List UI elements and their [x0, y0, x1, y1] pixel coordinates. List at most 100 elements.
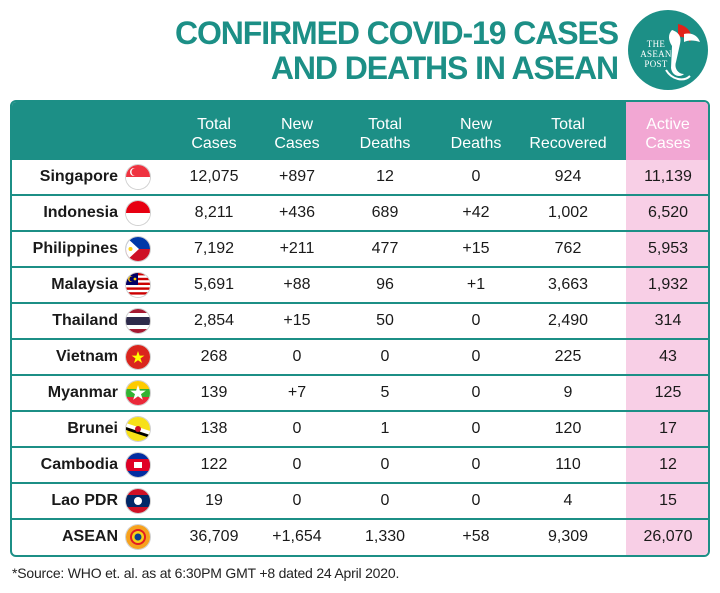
table-row: Malaysia 5,691 +88 96 +1 3,663 1,932: [12, 268, 708, 304]
table-cell: 5,953: [647, 240, 689, 257]
country-name: Indonesia: [43, 204, 118, 221]
column-header-line-1: Total: [551, 116, 585, 133]
table-cell: 26,070: [643, 528, 693, 545]
table-cell: 12: [659, 456, 677, 473]
table-row: Lao PDR 19 0 0 0 4 15: [12, 484, 708, 520]
table-cell: 110: [555, 456, 581, 473]
country-name: Lao PDR: [51, 492, 118, 509]
table-cell: 0: [292, 456, 302, 473]
table-cell: 0: [292, 420, 302, 437]
table-row: ASEAN 36,709 +1,654 1,330 +58 9,309 26,070: [12, 520, 708, 555]
indonesia-flag-icon: [126, 201, 150, 225]
bird-emblem-icon: [665, 24, 700, 81]
table-cell: 477: [371, 240, 399, 257]
table-cell: 1: [380, 420, 390, 437]
country-name: Philippines: [32, 240, 118, 257]
brunei-flag-icon: [126, 417, 150, 441]
asean-emblem-icon: [126, 525, 150, 549]
myanmar-flag-icon: [126, 381, 150, 405]
table-cell: 12: [376, 168, 394, 185]
column-header-line-1: Active: [646, 116, 690, 133]
column-header-line-1: Total: [368, 116, 402, 133]
table-cell: +15: [462, 240, 490, 257]
country-name: Myanmar: [47, 384, 118, 401]
logo-text-the: THE: [646, 39, 666, 49]
table-row: Brunei 138 0 1 0 120 17: [12, 412, 708, 448]
table-row: Singapore 12,075 +897 12 0 924 11,139: [12, 160, 708, 196]
table-cell: 0: [471, 420, 481, 437]
column-header: Total Recovered: [518, 115, 618, 153]
source-note: *Source: WHO et. al. as at 6:30PM GMT +8…: [12, 565, 400, 581]
table-cell: 122: [200, 456, 228, 473]
table-cell: 125: [654, 384, 682, 401]
country-name: Cambodia: [40, 456, 118, 473]
table-cell: 17: [659, 420, 677, 437]
page-title: CONFIRMED COVID-19 CASES AND DEATHS IN A…: [0, 15, 619, 86]
table-cell: 120: [554, 420, 582, 437]
table-cell: +15: [283, 312, 311, 329]
table-row: Thailand 2,854 +15 50 0 2,490 314: [12, 304, 708, 340]
table-cell: +436: [278, 204, 316, 221]
table-row: Indonesia 8,211 +436 689 +42 1,002 6,520: [12, 196, 708, 232]
table-cell: 4: [563, 492, 573, 509]
table-cell: 43: [659, 348, 677, 365]
table-header: [12, 102, 626, 160]
table-cell: 0: [292, 348, 302, 365]
table-cell: 5: [380, 384, 390, 401]
table-row: Vietnam 268 0 0 0 225 43: [12, 340, 708, 376]
singapore-flag-icon: [126, 165, 150, 189]
cambodia-flag-icon: [126, 453, 150, 477]
column-header-line-2: Cases: [645, 135, 691, 152]
table-cell: 0: [292, 492, 302, 509]
column-header-line-1: New: [459, 116, 492, 133]
country-name: Vietnam: [56, 348, 118, 365]
column-header-line-2: Deaths: [450, 135, 502, 152]
column-header: New Deaths: [436, 115, 516, 153]
table-cell: 0: [471, 312, 481, 329]
table-cell: 96: [376, 276, 394, 293]
table-cell: 9,309: [547, 528, 589, 545]
table-cell: 139: [200, 384, 228, 401]
table-cell: 2,854: [193, 312, 235, 329]
table-cell: +1: [466, 276, 486, 293]
title-line-1: CONFIRMED COVID-19 CASES: [175, 15, 619, 51]
title-line-2: AND DEATHS IN ASEAN: [270, 50, 619, 86]
table-cell: 19: [205, 492, 223, 509]
table-cell: 0: [471, 168, 481, 185]
table-cell: 0: [471, 348, 481, 365]
column-header-line-1: New: [280, 116, 313, 133]
table-cell: +42: [462, 204, 490, 221]
malaysia-flag-icon: [126, 273, 150, 297]
table-cell: 9: [563, 384, 573, 401]
table-cell: 924: [554, 168, 582, 185]
table-cell: 1,002: [547, 204, 589, 221]
table-cell: 268: [200, 348, 228, 365]
logo-text-asean: ASEAN: [640, 49, 672, 59]
table-cell: +897: [278, 168, 316, 185]
table-row: Philippines 7,192 +211 477 +15 762 5,953: [12, 232, 708, 268]
table-cell: +88: [283, 276, 311, 293]
country-name: Thailand: [52, 312, 118, 329]
table-cell: 5,691: [193, 276, 235, 293]
table-cell: 225: [554, 348, 582, 365]
logo-text-post: POST: [644, 59, 668, 69]
column-header: New Cases: [257, 115, 337, 153]
the-asean-post-logo: THE ASEAN POST: [628, 10, 708, 90]
table-cell: 36,709: [189, 528, 239, 545]
table-cell: 6,520: [647, 204, 689, 221]
table-cell: 50: [376, 312, 394, 329]
table-cell: 0: [380, 348, 390, 365]
column-header-line-2: Recovered: [529, 135, 607, 152]
column-header-line-1: Total: [197, 116, 231, 133]
thailand-flag-icon: [126, 309, 150, 333]
table-cell: 0: [380, 492, 390, 509]
table-cell: 1,330: [364, 528, 406, 545]
table-cell: +211: [279, 240, 315, 257]
table-cell: 138: [200, 420, 228, 437]
table-cell: 0: [471, 384, 481, 401]
active-cases-header: [626, 102, 708, 160]
table-cell: 314: [654, 312, 682, 329]
country-name: ASEAN: [61, 528, 118, 545]
table-row: Myanmar 139 +7 5 0 9 125: [12, 376, 708, 412]
column-header-line-2: Cases: [191, 135, 237, 152]
